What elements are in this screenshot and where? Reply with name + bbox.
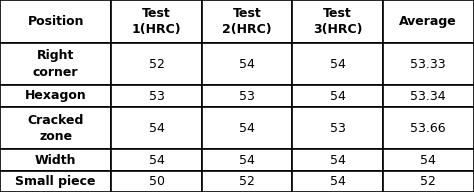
Text: 52: 52	[420, 175, 436, 188]
Text: 54: 54	[330, 57, 346, 70]
Text: Test
3(HRC): Test 3(HRC)	[313, 7, 363, 36]
Text: 52: 52	[239, 175, 255, 188]
Bar	[202, 149, 292, 171]
Bar	[383, 0, 474, 43]
Bar	[0, 43, 111, 85]
Bar	[383, 107, 474, 149]
Text: Width: Width	[35, 153, 76, 166]
Text: Position: Position	[27, 15, 84, 28]
Bar	[111, 171, 202, 192]
Text: 53: 53	[239, 89, 255, 103]
Bar	[202, 0, 292, 43]
Text: 54: 54	[149, 153, 164, 166]
Text: 54: 54	[330, 89, 346, 103]
Text: Test
2(HRC): Test 2(HRC)	[222, 7, 272, 36]
Bar	[111, 149, 202, 171]
Text: Small piece: Small piece	[16, 175, 96, 188]
Bar	[292, 85, 383, 107]
Bar	[202, 107, 292, 149]
Bar	[292, 171, 383, 192]
Bar	[111, 0, 202, 43]
Text: 54: 54	[149, 122, 164, 135]
Bar	[383, 149, 474, 171]
Bar	[111, 85, 202, 107]
Text: 53.34: 53.34	[410, 89, 446, 103]
Text: 53: 53	[330, 122, 346, 135]
Bar	[111, 107, 202, 149]
Bar	[292, 0, 383, 43]
Bar	[202, 85, 292, 107]
Text: Average: Average	[400, 15, 457, 28]
Text: 53: 53	[149, 89, 164, 103]
Text: 54: 54	[239, 153, 255, 166]
Bar	[0, 171, 111, 192]
Text: Test
1(HRC): Test 1(HRC)	[132, 7, 182, 36]
Text: 54: 54	[420, 153, 436, 166]
Text: Hexagon: Hexagon	[25, 89, 87, 103]
Bar	[0, 149, 111, 171]
Bar	[202, 171, 292, 192]
Bar	[383, 85, 474, 107]
Text: 53.66: 53.66	[410, 122, 446, 135]
Text: 54: 54	[239, 57, 255, 70]
Text: Cracked
zone: Cracked zone	[27, 113, 84, 142]
Bar	[0, 85, 111, 107]
Bar	[383, 43, 474, 85]
Bar	[202, 43, 292, 85]
Bar	[111, 43, 202, 85]
Bar	[292, 149, 383, 171]
Bar	[0, 0, 111, 43]
Bar	[383, 171, 474, 192]
Text: 54: 54	[239, 122, 255, 135]
Text: 50: 50	[149, 175, 164, 188]
Text: 54: 54	[330, 153, 346, 166]
Bar	[292, 43, 383, 85]
Bar	[292, 107, 383, 149]
Text: Right
corner: Right corner	[33, 50, 78, 79]
Text: 53.33: 53.33	[410, 57, 446, 70]
Bar	[0, 107, 111, 149]
Text: 52: 52	[149, 57, 164, 70]
Text: 54: 54	[330, 175, 346, 188]
